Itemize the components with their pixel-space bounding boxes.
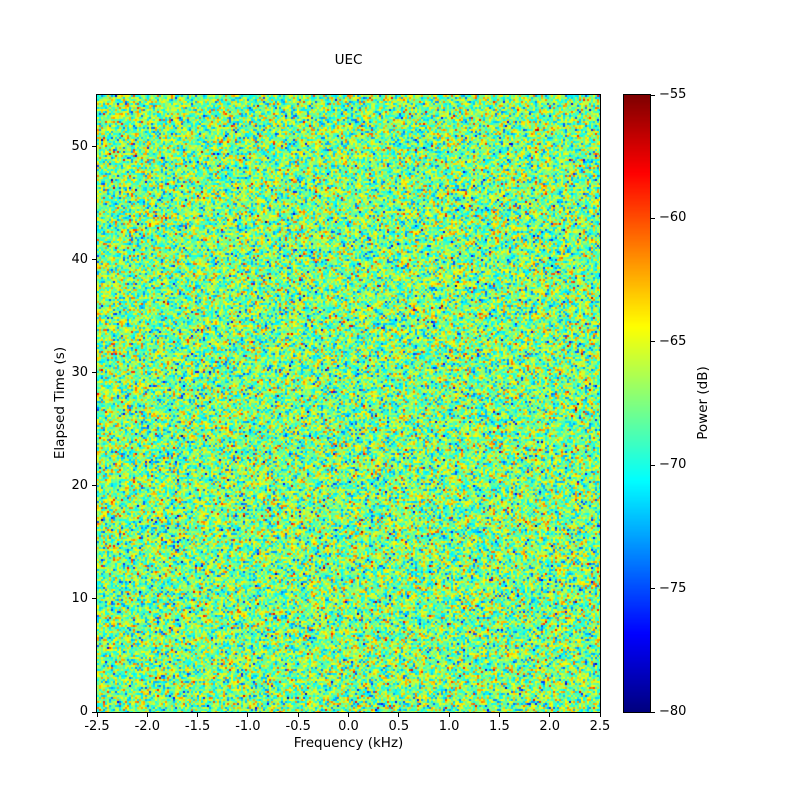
x-tick-mark <box>146 713 148 717</box>
y-tick-label: 40 <box>71 251 88 267</box>
colorbar-tick-label: −80 <box>659 704 687 719</box>
x-tick-label: 0.5 <box>388 719 410 734</box>
colorbar-tick-mark <box>651 94 655 96</box>
y-tick-mark <box>92 146 96 148</box>
plot-title: UEC <box>334 52 363 68</box>
y-tick-mark <box>92 372 96 374</box>
colorbar-label: Power (dB) <box>695 366 711 440</box>
x-tick-mark <box>297 713 299 717</box>
x-tick-label: -1.5 <box>184 719 211 734</box>
y-tick-label: 20 <box>71 477 88 493</box>
y-tick-mark <box>92 598 96 600</box>
colorbar-tick-mark <box>651 464 655 466</box>
colorbar-tick-label: −55 <box>659 87 687 102</box>
spectrogram-canvas <box>97 95 600 712</box>
x-tick-mark <box>498 713 500 717</box>
plot-frame <box>96 94 601 713</box>
colorbar-tick-label: −70 <box>659 457 687 473</box>
colorbar-tick-mark <box>651 588 655 590</box>
y-tick-label: 50 <box>71 138 88 154</box>
x-tick-mark <box>247 713 249 717</box>
x-tick-label: 1.0 <box>438 719 460 734</box>
colorbar-tick-mark <box>651 217 655 219</box>
x-tick-label: 0.0 <box>338 719 359 734</box>
y-tick-mark <box>92 259 96 261</box>
x-tick-label: -2.0 <box>134 719 160 734</box>
x-tick-mark <box>96 713 98 717</box>
y-tick-mark <box>92 711 96 713</box>
x-tick-mark <box>599 713 601 717</box>
y-axis-label: Elapsed Time (s) <box>52 346 68 460</box>
y-tick-label: 10 <box>71 590 88 606</box>
x-tick-mark <box>549 713 551 717</box>
colorbar-tick-label: −65 <box>659 333 687 349</box>
x-tick-label: 2.0 <box>539 719 561 734</box>
colorbar-tick-mark <box>651 341 655 343</box>
x-axis-label: Frequency (kHz) <box>293 735 404 751</box>
colorbar-tick-label: −60 <box>659 210 687 226</box>
x-tick-label: -0.5 <box>285 719 311 734</box>
y-tick-mark <box>92 485 96 487</box>
x-tick-label: 2.5 <box>589 719 611 734</box>
x-tick-mark <box>197 713 199 717</box>
x-tick-mark <box>348 713 349 717</box>
x-tick-mark <box>448 713 450 717</box>
colorbar-gradient <box>624 95 650 712</box>
colorbar-tick-mark <box>651 711 655 713</box>
x-tick-mark <box>398 713 400 717</box>
x-tick-label: -1.0 <box>235 719 261 734</box>
colorbar-tick-label: −75 <box>659 580 687 596</box>
y-tick-label: 0 <box>79 704 88 719</box>
colorbar-frame <box>623 94 651 713</box>
y-tick-label: 30 <box>71 364 88 380</box>
x-tick-label: 1.5 <box>489 719 510 734</box>
x-tick-label: -2.5 <box>84 719 110 734</box>
